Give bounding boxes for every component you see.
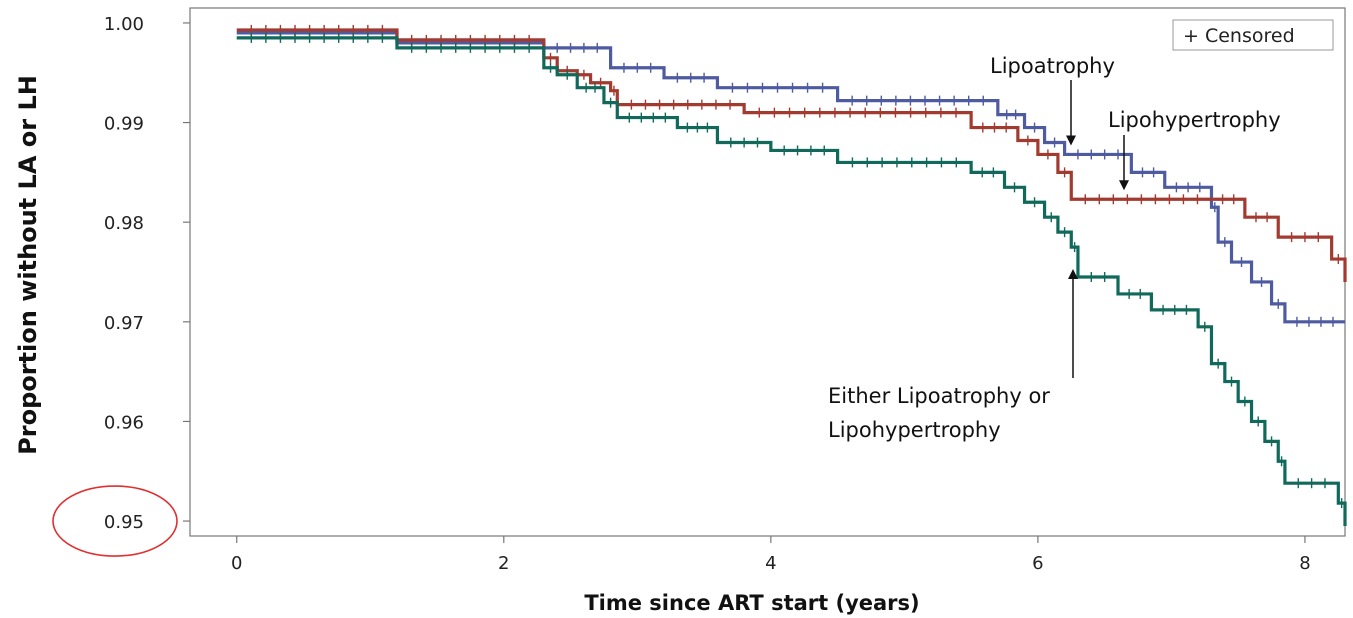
x-axis-title: Time since ART start (years): [584, 591, 919, 615]
arrow-head: [1068, 269, 1078, 280]
x-tick-label: 8: [1299, 553, 1310, 574]
arrow-head: [1119, 180, 1129, 191]
arrow-head: [1066, 135, 1076, 146]
y-tick-label: 0.98: [104, 213, 144, 234]
annotation-text: Either Lipoatrophy or: [828, 384, 1050, 408]
y-tick-label: 0.95: [104, 512, 144, 533]
x-tick-label: 0: [231, 553, 242, 574]
legend: + Censored: [1172, 19, 1334, 51]
series-line-lipoatrophy: [236, 31, 1345, 324]
y-axis-title: Proportion without LA or LH: [14, 75, 42, 455]
series-either: [236, 32, 1347, 527]
y-tick-label: 0.96: [104, 412, 144, 433]
series-lipoatrophy: [236, 27, 1345, 327]
series-line-lipohypertrophy: [236, 28, 1347, 282]
annotation-either: Either Lipoatrophy or Lipohypertrophy: [828, 269, 1078, 442]
annotation-text: Lipoatrophy: [990, 54, 1115, 78]
annotation-lipohypertrophy: Lipohypertrophy: [1108, 108, 1281, 191]
annotation-text: Lipohypertrophy: [828, 418, 1001, 442]
x-tick-label: 4: [765, 553, 776, 574]
y-tick-label: 0.97: [104, 313, 144, 334]
annotation-lipoatrophy: Lipoatrophy: [990, 54, 1115, 146]
annotation-text: Lipohypertrophy: [1108, 108, 1281, 132]
x-tick-label: 2: [498, 553, 509, 574]
series-lipohypertrophy: [236, 24, 1347, 282]
y-tick-label: 1.00: [104, 14, 144, 35]
legend-box: [1172, 19, 1334, 51]
legend-label: + Censored: [1183, 25, 1295, 47]
highlight-ellipse: [52, 485, 178, 557]
x-tick-label: 6: [1032, 553, 1043, 574]
series-line-either: [236, 36, 1347, 527]
y-tick-label: 0.99: [104, 114, 144, 135]
